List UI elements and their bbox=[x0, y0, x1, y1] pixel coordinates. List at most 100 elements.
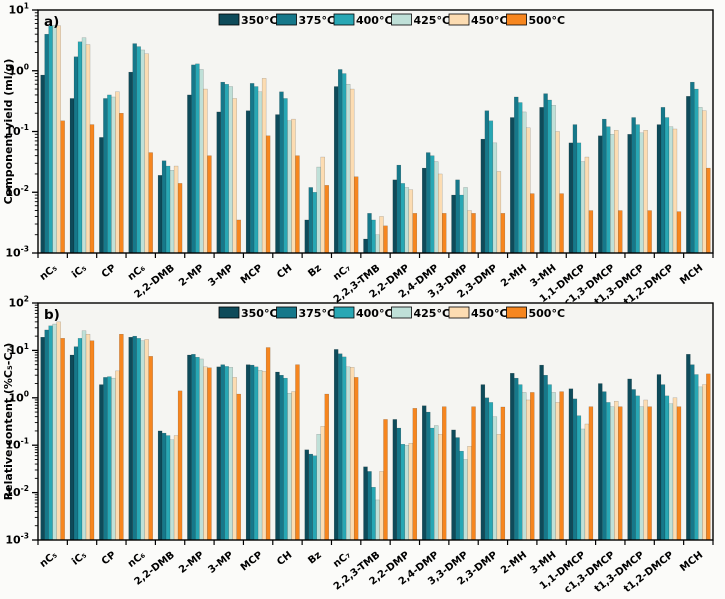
bar-2-MP-425°C bbox=[199, 69, 204, 254]
bar-3-MP-500°C bbox=[236, 219, 241, 254]
bar-3-MP-400°C bbox=[224, 84, 229, 254]
bar-iC₅-400°C bbox=[77, 338, 83, 541]
bar-MCH-425°C bbox=[698, 386, 703, 541]
bar-3,3-DMP-350°C bbox=[451, 194, 456, 254]
bar-2,2-DMP-450°C bbox=[408, 443, 414, 541]
bar-2-MH-400°C bbox=[518, 384, 523, 541]
bar-CH-375°C bbox=[279, 375, 284, 541]
bar-iC₅-450°C bbox=[85, 333, 91, 541]
bar-2,3-DMP-350°C bbox=[480, 384, 486, 541]
bar-t1,2-DMCP-450°C bbox=[672, 397, 678, 541]
bar-2-MH-375°C bbox=[514, 377, 519, 541]
bar-2,3-DMP-350°C bbox=[480, 138, 486, 254]
bar-iC₅-450°C bbox=[85, 44, 91, 254]
bar-nC₅-500°C bbox=[60, 338, 65, 541]
bar-t1,2-DMCP-425°C bbox=[668, 403, 674, 541]
bar-CP-400°C bbox=[107, 376, 112, 541]
bar-nC₆-400°C bbox=[136, 46, 141, 254]
bar-nC₇-350°C bbox=[333, 349, 339, 541]
bar-2,2,3-TMB-375°C bbox=[367, 471, 372, 541]
bar-nC₅-500°C bbox=[60, 120, 65, 254]
bar-MCH-400°C bbox=[694, 88, 699, 254]
bar-3-MP-450°C bbox=[232, 377, 237, 541]
bar-MCP-375°C bbox=[249, 83, 255, 254]
bar-iC₅-375°C bbox=[73, 56, 79, 254]
legend-item-500°C: 500°C bbox=[506, 306, 565, 320]
bar-nC₇-450°C bbox=[349, 367, 355, 541]
bar-MCH-350°C bbox=[686, 96, 691, 254]
bar-c1,3-DMCP-350°C bbox=[598, 383, 603, 541]
bar-Bz-450°C bbox=[320, 156, 325, 254]
legend-label: 450°C bbox=[471, 14, 508, 27]
bar-nC₅-400°C bbox=[48, 325, 53, 541]
bar-iC₅-350°C bbox=[69, 98, 75, 254]
bar-2-MP-500°C bbox=[207, 367, 212, 541]
bar-t1,3-DMCP-450°C bbox=[643, 399, 648, 541]
bar-nC₅-375°C bbox=[44, 33, 49, 254]
y-tick-label: 100 bbox=[8, 62, 29, 77]
bar-2,4-DMP-350°C bbox=[422, 167, 427, 254]
bar-t1,2-DMCP-425°C bbox=[668, 126, 674, 254]
bar-MCH-350°C bbox=[686, 354, 691, 541]
bar-nC₆-450°C bbox=[144, 53, 149, 254]
bar-2-MH-425°C bbox=[522, 111, 527, 254]
bar-2,4-DMP-450°C bbox=[438, 434, 443, 541]
legend-swatch bbox=[448, 13, 470, 26]
bar-3-MP-425°C bbox=[228, 367, 233, 541]
legend-item-425°C: 425°C bbox=[391, 306, 450, 320]
bar-t1,2-DMCP-400°C bbox=[664, 395, 670, 541]
bar-nC₆-375°C bbox=[132, 335, 137, 541]
bar-2-MP-425°C bbox=[199, 358, 204, 541]
bar-Bz-400°C bbox=[312, 455, 317, 541]
bar-CH-375°C bbox=[279, 91, 284, 254]
bar-1,1-DMCP-350°C bbox=[568, 142, 574, 254]
bar-2,2-DMP-350°C bbox=[392, 179, 398, 254]
bar-2,2-DMP-375°C bbox=[396, 427, 402, 541]
legend-swatch bbox=[333, 306, 355, 319]
bar-nC₅-400°C bbox=[48, 25, 53, 254]
y-tick-label: 100 bbox=[8, 389, 29, 404]
bar-1,1-DMCP-400°C bbox=[576, 142, 582, 254]
bar-t1,2-DMCP-400°C bbox=[664, 117, 670, 254]
bar-2,2-DMP-350°C bbox=[392, 419, 398, 541]
bar-1,1-DMCP-425°C bbox=[580, 428, 586, 541]
bar-2-MP-400°C bbox=[195, 356, 200, 541]
bar-MCP-400°C bbox=[253, 366, 259, 541]
bar-nC₅-350°C bbox=[40, 74, 45, 254]
bar-MCP-425°C bbox=[257, 370, 263, 541]
bar-nC₆-500°C bbox=[148, 356, 153, 541]
bar-2,4-DMP-400°C bbox=[430, 155, 435, 254]
bar-CH-350°C bbox=[275, 114, 280, 254]
bar-MCH-500°C bbox=[706, 167, 711, 254]
bar-2-MH-350°C bbox=[510, 373, 515, 541]
bar-2,2-DMB-350°C bbox=[157, 430, 163, 541]
bar-CH-425°C bbox=[287, 120, 292, 254]
bar-3-MP-350°C bbox=[216, 366, 221, 541]
bar-3,3-DMP-450°C bbox=[467, 210, 472, 254]
legend-label: 375°C bbox=[299, 307, 336, 320]
bar-3-MP-350°C bbox=[216, 111, 221, 254]
bar-t1,3-DMCP-450°C bbox=[643, 130, 648, 254]
legend-swatch bbox=[218, 306, 240, 319]
bar-3-MH-500°C bbox=[559, 391, 564, 541]
bar-t1,3-DMCP-500°C bbox=[647, 210, 652, 254]
legend-item-375°C: 375°C bbox=[276, 13, 335, 27]
bar-2,2-DMB-375°C bbox=[161, 432, 167, 541]
bar-MCP-350°C bbox=[245, 364, 251, 541]
bar-2,2-DMB-425°C bbox=[169, 170, 175, 254]
bar-2,2,3-TMB-350°C bbox=[363, 466, 368, 541]
bar-CP-350°C bbox=[99, 137, 104, 254]
bar-Bz-425°C bbox=[316, 434, 321, 541]
bar-iC₅-350°C bbox=[69, 354, 75, 541]
bar-MCP-450°C bbox=[261, 78, 267, 254]
bar-1,1-DMCP-450°C bbox=[584, 156, 590, 254]
legend-label: 350°C bbox=[241, 307, 278, 320]
bar-3-MH-400°C bbox=[547, 384, 552, 541]
bar-2,2-DMB-400°C bbox=[165, 165, 171, 254]
bar-3-MH-425°C bbox=[551, 105, 556, 254]
bar-2,2-DMP-450°C bbox=[408, 189, 414, 254]
bar-t1,2-DMCP-375°C bbox=[660, 384, 666, 541]
bar-t1,3-DMCP-400°C bbox=[635, 395, 640, 541]
